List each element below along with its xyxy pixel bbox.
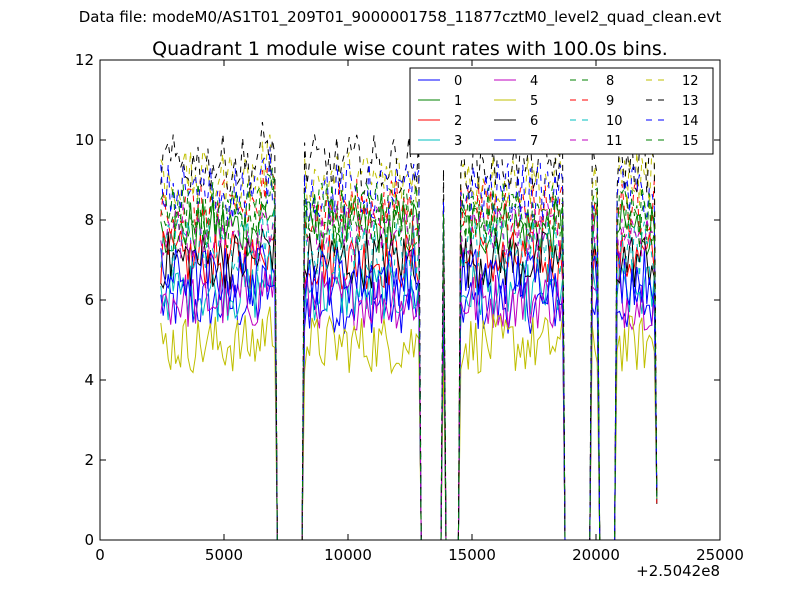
- x-tick-label: 15000: [448, 546, 496, 564]
- data-file-label: Data file: modeM0/AS1T01_209T01_90000017…: [78, 8, 722, 26]
- series-line-11: [160, 202, 658, 541]
- legend-label-5: 5: [530, 94, 538, 109]
- series-lines: [160, 121, 658, 541]
- x-tick-label: 20000: [572, 546, 620, 564]
- legend-label-14: 14: [682, 114, 699, 129]
- legend-label-2: 2: [454, 114, 462, 129]
- legend-label-10: 10: [606, 114, 623, 129]
- x-tick-label: 25000: [696, 546, 744, 564]
- series-line-10: [160, 204, 658, 541]
- y-tick-label: 2: [84, 451, 94, 469]
- chart-title: Quadrant 1 module wise count rates with …: [152, 38, 668, 60]
- series-line-9: [160, 167, 658, 541]
- series-line-13: [160, 121, 658, 541]
- y-tick-label: 12: [75, 51, 94, 69]
- series-line-0: [160, 264, 658, 541]
- legend-label-3: 3: [454, 134, 462, 149]
- y-tick-label: 0: [84, 531, 94, 549]
- series-line-4: [160, 269, 658, 541]
- legend-label-7: 7: [530, 134, 538, 149]
- y-tick-label: 10: [75, 131, 94, 149]
- series-line-7: [160, 243, 658, 541]
- x-tick-label: 5000: [205, 546, 243, 564]
- legend-label-1: 1: [454, 94, 462, 109]
- series-line-5: [160, 306, 658, 541]
- legend-label-12: 12: [682, 74, 699, 89]
- legend-label-6: 6: [530, 114, 538, 129]
- x-tick-label: 10000: [324, 546, 372, 564]
- legend-label-0: 0: [454, 74, 462, 89]
- y-tick-label: 4: [84, 371, 94, 389]
- legend-label-13: 13: [682, 94, 699, 109]
- series-line-1: [160, 198, 658, 541]
- series-line-14: [160, 146, 658, 541]
- legend-label-11: 11: [606, 134, 623, 149]
- legend-label-9: 9: [606, 94, 614, 109]
- series-line-15: [160, 167, 658, 541]
- series-line-2: [160, 230, 658, 541]
- series-line-6: [160, 218, 658, 541]
- series-line-8: [160, 173, 658, 541]
- y-tick-label: 6: [84, 291, 94, 309]
- legend-label-8: 8: [606, 74, 614, 89]
- y-tick-label: 8: [84, 211, 94, 229]
- legend-label-4: 4: [530, 74, 538, 89]
- legend-label-15: 15: [682, 134, 699, 149]
- x-tick-label: 0: [95, 546, 105, 564]
- x-offset-label: +2.5042e8: [636, 562, 720, 580]
